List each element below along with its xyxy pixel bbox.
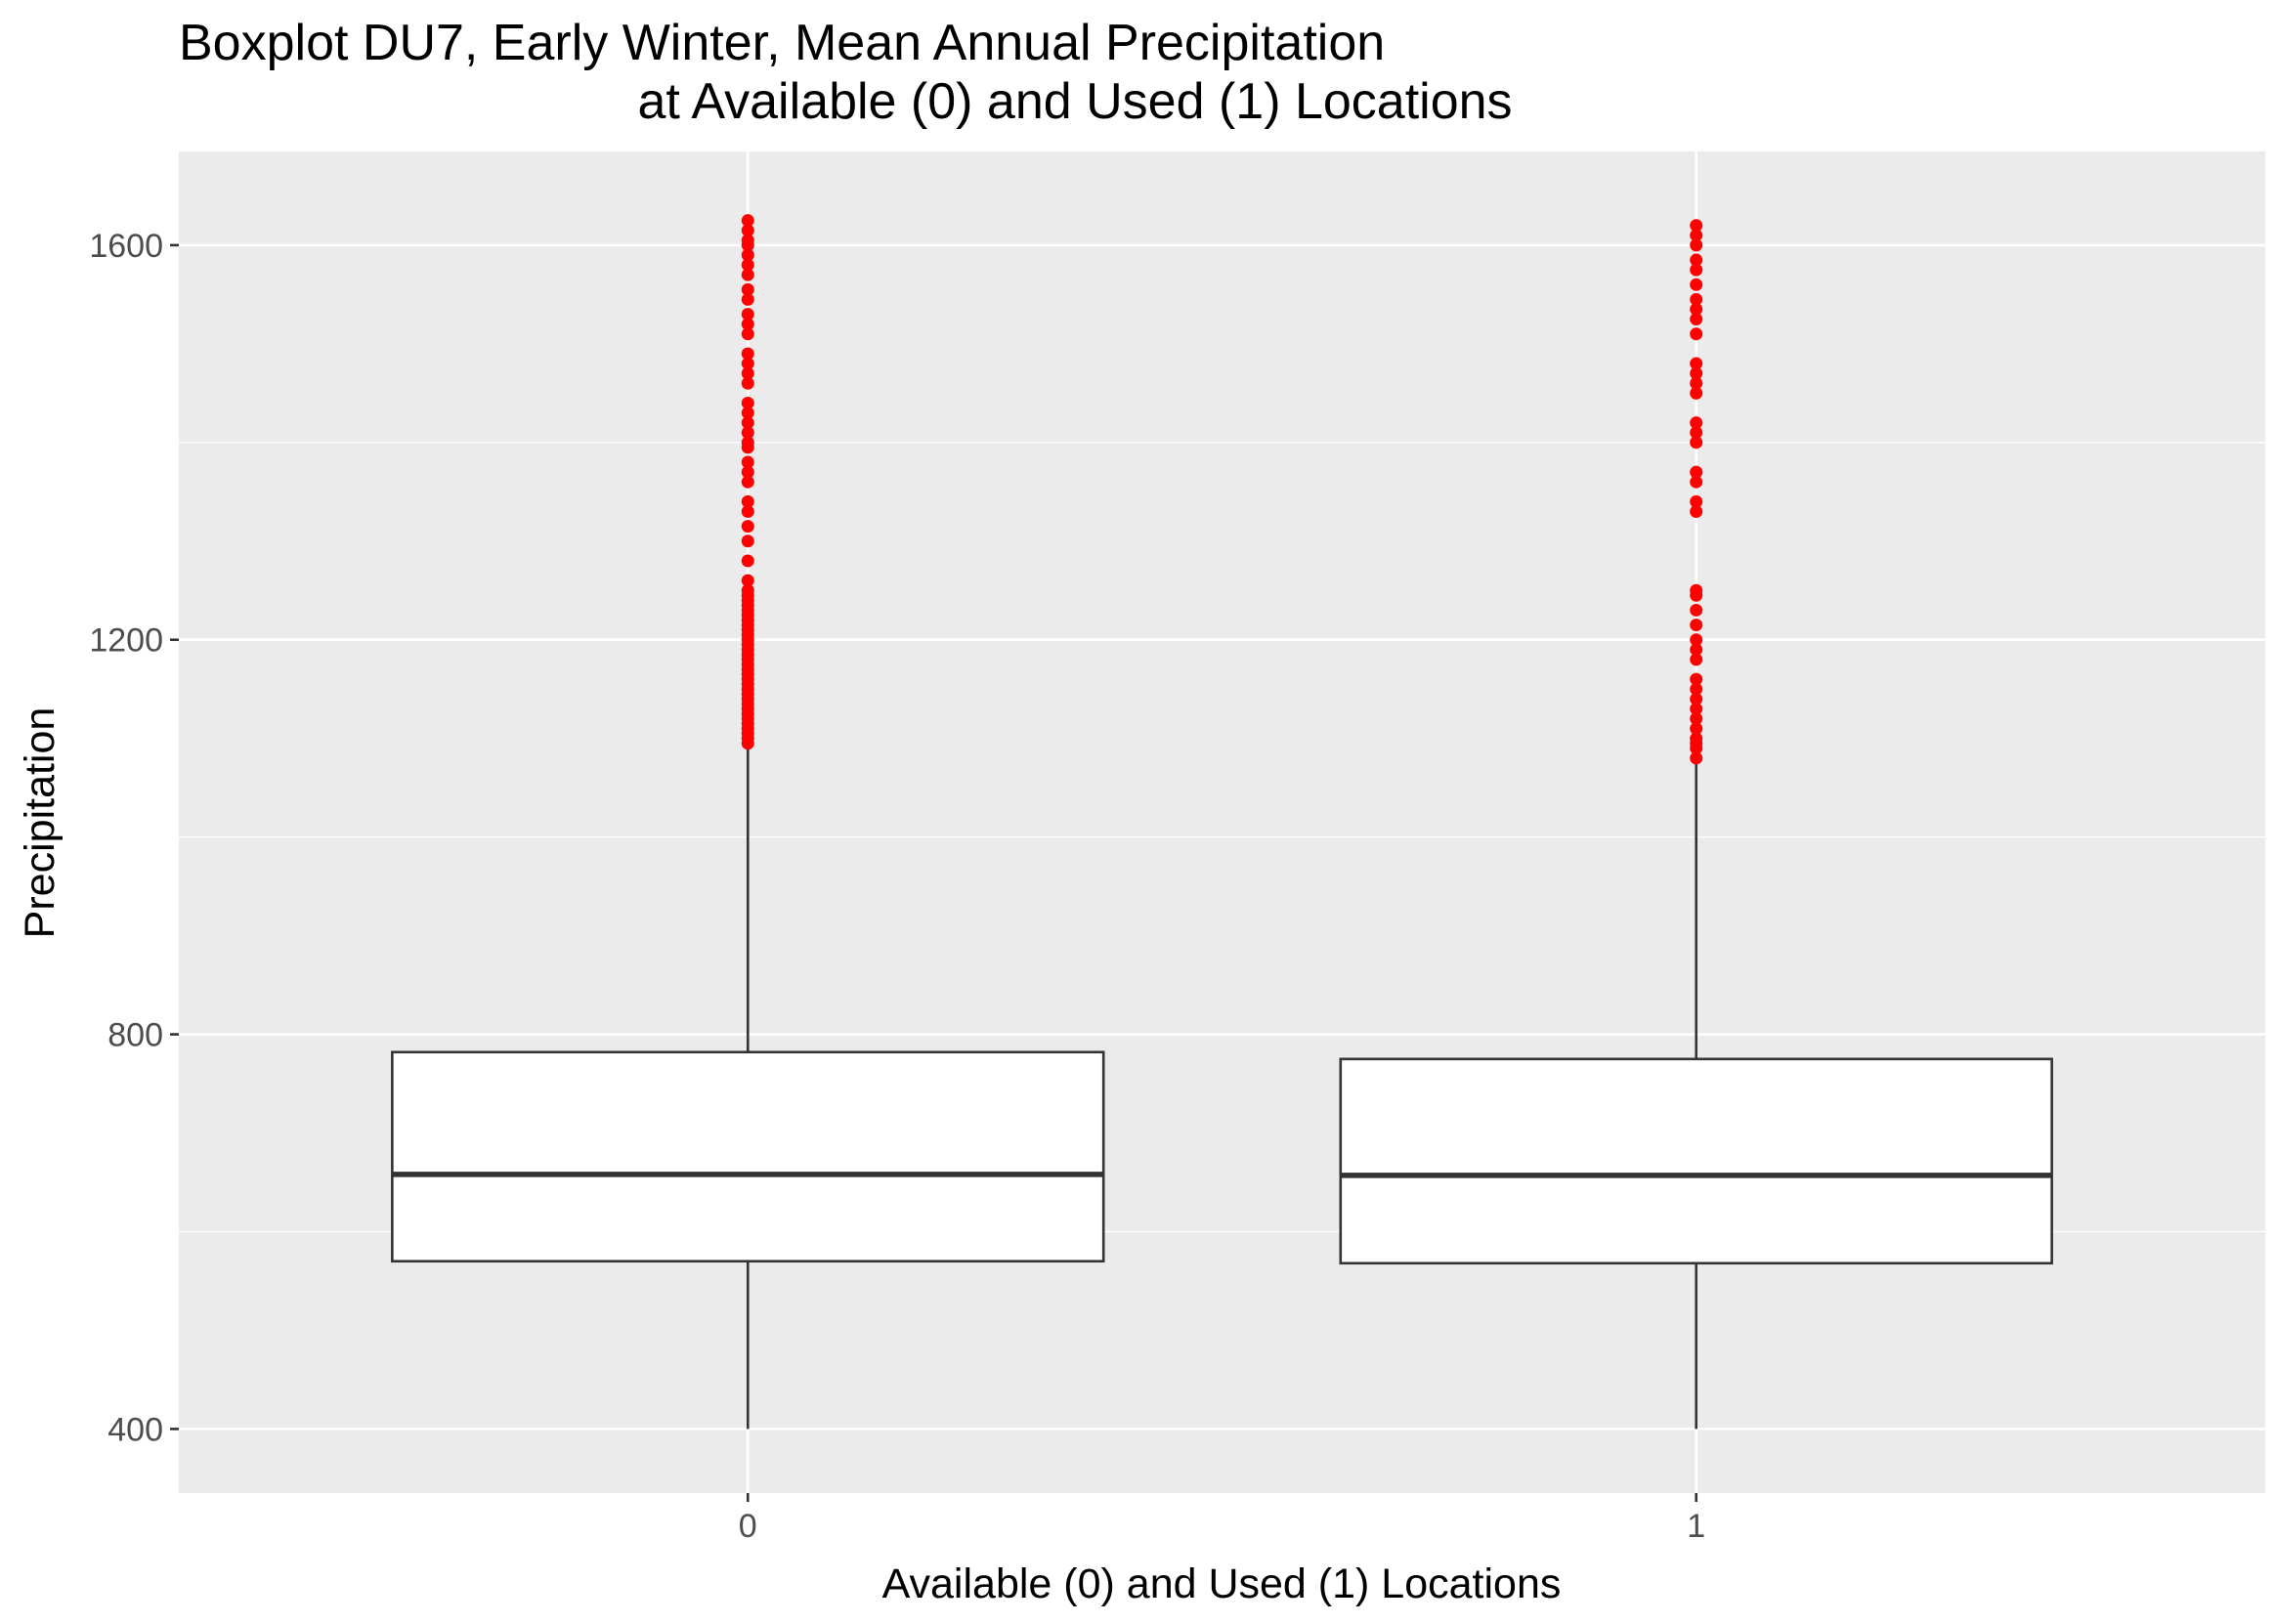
outlier-point: [741, 376, 754, 390]
y-tick-label: 1600: [89, 228, 163, 265]
outlier-point: [741, 268, 754, 281]
box-iqr: [1339, 1057, 2053, 1265]
outlier-point: [741, 426, 754, 440]
chart-title: Boxplot DU7, Early Winter, Mean Annual P…: [179, 15, 1385, 71]
outlier-point: [741, 258, 754, 272]
outlier-point: [741, 406, 754, 420]
outlier-point: [741, 436, 754, 449]
y-axis: 400 800 1200 1600: [89, 228, 179, 1448]
outlier-point: [1690, 366, 1703, 380]
outlier-point: [1690, 253, 1703, 267]
x-axis-title: Available (0) and Used (1) Locations: [882, 1560, 1562, 1607]
box-iqr: [391, 1050, 1105, 1263]
x-tick-label: 1: [1687, 1508, 1705, 1545]
outlier-point: [1690, 303, 1703, 317]
y-axis-title: Precipitation: [17, 707, 64, 939]
outlier-point: [1690, 416, 1703, 430]
boxes-layer: [391, 214, 2053, 1430]
outlier-point: [1690, 357, 1703, 370]
outlier-point: [1690, 292, 1703, 306]
outlier-point: [1690, 672, 1703, 686]
outlier-point: [1690, 475, 1703, 489]
outlier-point: [1690, 653, 1703, 666]
outlier-point: [1690, 603, 1703, 617]
outlier-point: [1690, 426, 1703, 440]
x-tick-label: 0: [739, 1508, 757, 1545]
box-group-0: [391, 214, 1105, 1430]
outlier-point: [741, 520, 754, 534]
outlier-point: [741, 396, 754, 409]
outlier-point: [741, 366, 754, 380]
outlier-point: [1690, 583, 1703, 597]
outlier-point: [741, 327, 754, 341]
chart-subtitle: at Available (0) and Used (1) Locations: [637, 73, 1512, 130]
box-group-1: [1339, 219, 2053, 1430]
outlier-point: [741, 224, 754, 237]
outlier-point: [741, 248, 754, 262]
outlier-point: [1690, 465, 1703, 479]
y-tick-label: 1200: [89, 622, 163, 660]
y-tick-label: 800: [107, 1017, 163, 1054]
plot-panel: [179, 151, 2265, 1493]
outlier-point: [741, 416, 754, 430]
outlier-point: [1690, 263, 1703, 277]
outlier-point: [1690, 436, 1703, 449]
outlier-point: [1690, 633, 1703, 647]
outlier-point: [741, 282, 754, 296]
outlier-point: [1690, 504, 1703, 518]
outlier-point: [741, 554, 754, 568]
y-tick-label: 400: [107, 1411, 163, 1448]
outlier-point: [1690, 751, 1703, 765]
outlier-point: [1690, 643, 1703, 657]
outlier-point: [741, 455, 754, 469]
outlier-point: [741, 214, 754, 228]
outlier-point: [1690, 711, 1703, 725]
outlier-point: [1690, 702, 1703, 715]
outlier-point: [1690, 376, 1703, 390]
outlier-point: [741, 583, 754, 597]
outlier-point: [1690, 732, 1703, 746]
outlier-point: [741, 357, 754, 370]
outlier-point: [1690, 494, 1703, 508]
outlier-point: [741, 504, 754, 518]
outlier-point: [1690, 327, 1703, 341]
outlier-point: [741, 475, 754, 489]
outlier-point: [741, 234, 754, 247]
outlier-point: [741, 534, 754, 548]
outlier-point: [741, 574, 754, 587]
outlier-point: [1690, 229, 1703, 242]
outlier-point: [741, 347, 754, 361]
outlier-point: [741, 318, 754, 331]
outlier-point: [741, 494, 754, 508]
outlier-point: [1690, 219, 1703, 233]
outlier-point: [1690, 682, 1703, 696]
outlier-point: [741, 465, 754, 479]
outlier-point: [1690, 238, 1703, 252]
outlier-point: [1690, 386, 1703, 400]
outlier-point: [741, 308, 754, 321]
outlier-point: [1690, 278, 1703, 291]
outlier-point: [1690, 619, 1703, 632]
outlier-point: [741, 292, 754, 306]
outlier-point: [1690, 722, 1703, 736]
outlier-point: [1690, 692, 1703, 705]
outlier-point: [1690, 313, 1703, 326]
